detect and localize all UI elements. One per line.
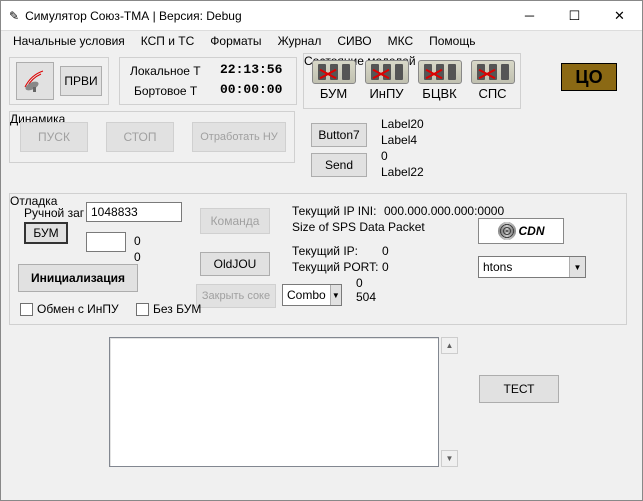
- ip-ini-value: 000.000.000.000:0000: [384, 204, 504, 218]
- menu-journal[interactable]: Журнал: [270, 32, 330, 50]
- menu-ksp[interactable]: КСП и ТС: [133, 32, 203, 50]
- cdn-badge: CDN: [478, 218, 564, 244]
- log-textarea[interactable]: [109, 337, 439, 467]
- top-left-panel: ПРВИ: [9, 57, 109, 105]
- tso-badge: ЦО: [561, 63, 617, 91]
- ip-ini-label: Текущий IP INI:: [292, 204, 376, 218]
- model-inpu[interactable]: ИнПУ: [363, 60, 410, 101]
- manual-input[interactable]: [86, 202, 182, 222]
- label20: Label20: [381, 117, 424, 131]
- close-socket-button[interactable]: Закрыть соке: [196, 284, 276, 308]
- chevron-down-icon: ▼: [569, 257, 585, 277]
- board-time-value: 00:00:00: [220, 82, 282, 97]
- test-button[interactable]: ТЕСТ: [479, 375, 559, 403]
- maximize-button[interactable]: ☐: [552, 1, 597, 30]
- board-time-label: Бортовое Т: [134, 84, 197, 98]
- cur-ip-value: 0: [382, 244, 389, 258]
- prvi-button[interactable]: ПРВИ: [60, 66, 102, 96]
- htons-combo[interactable]: htons▼: [478, 256, 586, 278]
- cdn-swirl-icon: [498, 222, 516, 240]
- scroll-up-icon[interactable]: ▲: [441, 337, 458, 354]
- debug-panel: Отладка Ручной заг БУМ 0 0 Инициализация…: [9, 193, 627, 325]
- stop-button[interactable]: СТОП: [106, 122, 174, 152]
- combo1[interactable]: Combo▼: [282, 284, 342, 306]
- dynamics-panel: Динамика ПУСК СТОП Отработать НУ: [9, 111, 295, 163]
- cur-ip-label: Текущий IP:: [292, 244, 358, 258]
- menu-initial[interactable]: Начальные условия: [5, 32, 133, 50]
- scroll-down-icon[interactable]: ▼: [441, 450, 458, 467]
- satellite-icon: [21, 67, 49, 95]
- local-time-value: 22:13:56: [220, 62, 282, 77]
- chevron-down-icon: ▼: [330, 285, 341, 305]
- pusk-button[interactable]: ПУСК: [20, 122, 88, 152]
- v0: 0: [356, 276, 363, 290]
- small-input[interactable]: [86, 232, 126, 252]
- model-sps[interactable]: СПС: [469, 60, 516, 101]
- model-bcvk[interactable]: БЦВК: [416, 60, 463, 101]
- label-zero: 0: [381, 149, 388, 163]
- local-time-label: Локальное Т: [130, 64, 201, 78]
- cmd-button[interactable]: Команда: [200, 208, 270, 234]
- client-area: ПРВИ Локальное Т 22:13:56 Бортовое Т 00:…: [1, 51, 642, 500]
- n0a: 0: [134, 234, 141, 248]
- minimize-button[interactable]: ─: [507, 1, 552, 30]
- window-title: Симулятор Союз-ТМА | Версия: Debug: [25, 9, 507, 23]
- label22: Label22: [381, 165, 424, 179]
- app-window: ✎ Симулятор Союз-ТМА | Версия: Debug ─ ☐…: [0, 0, 643, 501]
- cur-port-label: Текущий PORT:: [292, 260, 378, 274]
- label4: Label4: [381, 133, 417, 147]
- n0b: 0: [134, 250, 141, 264]
- cur-port-value: 0: [382, 260, 389, 274]
- close-button[interactable]: ✕: [597, 1, 642, 30]
- menubar: Начальные условия КСП и ТС Форматы Журна…: [1, 31, 642, 51]
- satellite-button[interactable]: [16, 62, 54, 100]
- nu-button[interactable]: Отработать НУ: [192, 122, 286, 152]
- menu-mks[interactable]: МКС: [380, 32, 422, 50]
- manual-label: Ручной заг: [24, 206, 84, 220]
- menu-help[interactable]: Помощь: [421, 32, 483, 50]
- cb-bum[interactable]: Без БУМ: [136, 302, 201, 316]
- menu-sivo[interactable]: СИВО: [329, 32, 379, 50]
- sps-label: Size of SPS Data Packet: [292, 220, 425, 234]
- send-button[interactable]: Send: [311, 153, 367, 177]
- oldjou-button[interactable]: OldJOU: [200, 252, 270, 276]
- bum-button[interactable]: БУМ: [24, 222, 68, 244]
- time-panel: Локальное Т 22:13:56 Бортовое Т 00:00:00: [119, 57, 297, 105]
- button7[interactable]: Button7: [311, 123, 367, 147]
- init-button[interactable]: Инициализация: [18, 264, 138, 292]
- v504: 504: [356, 290, 376, 304]
- cb-inpu[interactable]: Обмен с ИнПУ: [20, 302, 119, 316]
- models-panel: Состояние моделей БУМ ИнПУ БЦВК: [303, 53, 521, 109]
- menu-formats[interactable]: Форматы: [202, 32, 269, 50]
- app-icon: ✎: [9, 9, 19, 23]
- titlebar: ✎ Симулятор Союз-ТМА | Версия: Debug ─ ☐…: [1, 1, 642, 31]
- model-bum[interactable]: БУМ: [310, 60, 357, 101]
